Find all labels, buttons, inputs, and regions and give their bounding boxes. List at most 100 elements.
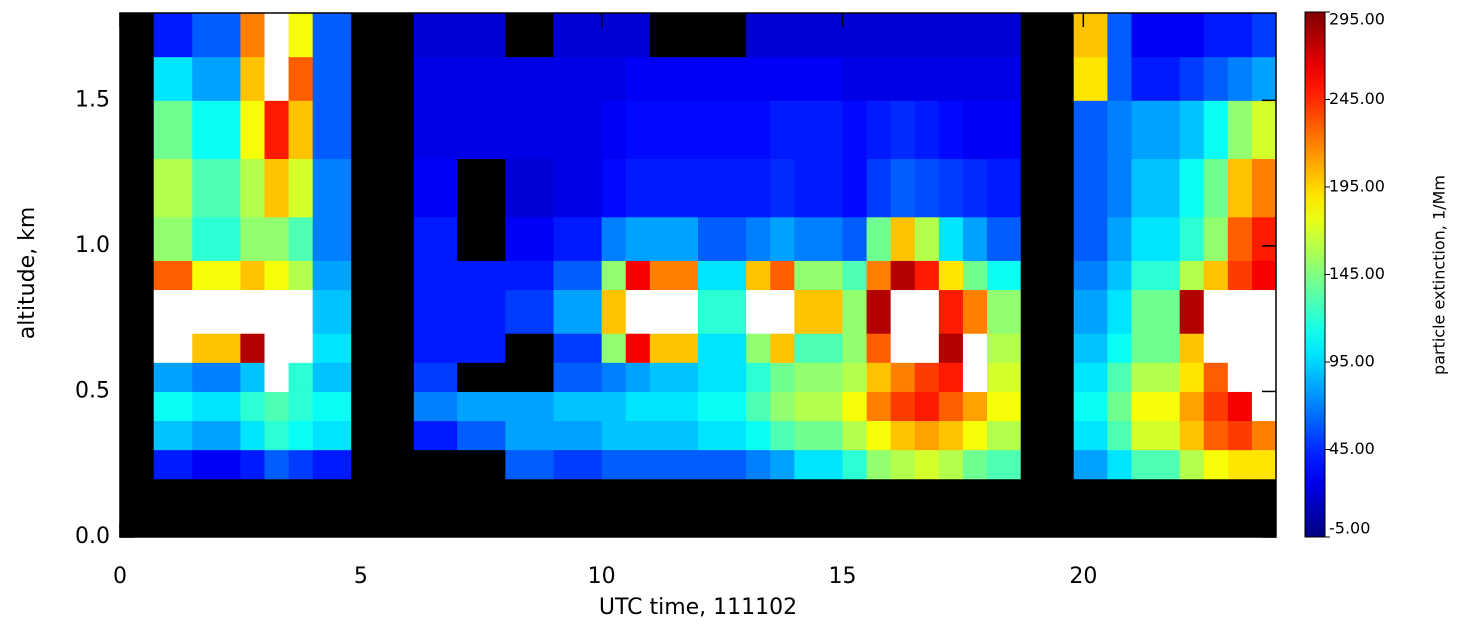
cell xyxy=(601,260,627,291)
cell xyxy=(842,289,868,334)
cell xyxy=(288,56,314,101)
cell xyxy=(1020,158,1075,218)
cell xyxy=(698,420,747,451)
cell xyxy=(914,13,940,58)
cell xyxy=(120,158,155,218)
cell xyxy=(794,478,843,538)
cell xyxy=(505,333,554,363)
cell xyxy=(505,100,554,160)
y-tick-label: 1.0 xyxy=(75,233,110,258)
cell xyxy=(914,478,940,538)
cell xyxy=(351,100,415,160)
cell xyxy=(746,56,771,101)
cell xyxy=(1020,56,1075,101)
cell xyxy=(264,420,290,451)
cell xyxy=(601,449,627,480)
y-tick-label: 1.5 xyxy=(75,87,110,112)
cell xyxy=(312,216,352,261)
cell xyxy=(457,333,506,363)
cell xyxy=(153,362,193,392)
cell xyxy=(505,420,554,451)
cell xyxy=(746,420,771,451)
cell xyxy=(351,13,415,58)
cell xyxy=(1020,391,1075,422)
cell xyxy=(240,289,265,334)
cell xyxy=(457,260,506,291)
cell xyxy=(770,100,795,160)
cell xyxy=(1107,391,1132,422)
cell xyxy=(1227,420,1253,451)
cell xyxy=(240,216,265,261)
cell xyxy=(1073,478,1108,538)
cell xyxy=(153,13,193,58)
cell xyxy=(938,216,964,261)
cell xyxy=(192,362,241,392)
colorbar-tick-label: 295.00 xyxy=(1329,10,1385,29)
cell xyxy=(1073,13,1108,58)
cell xyxy=(120,449,155,480)
cell xyxy=(842,478,868,538)
cell xyxy=(1179,333,1205,363)
cell xyxy=(457,289,506,334)
cell xyxy=(794,391,843,422)
cell xyxy=(649,333,699,363)
cell xyxy=(120,420,155,451)
cell xyxy=(120,216,155,261)
cell xyxy=(351,289,415,334)
cell xyxy=(1179,100,1205,160)
cell xyxy=(842,158,868,218)
cell xyxy=(505,260,554,291)
cell xyxy=(192,420,241,451)
cell xyxy=(351,478,415,538)
cell xyxy=(962,13,988,58)
cell xyxy=(649,13,699,58)
cell xyxy=(698,391,747,422)
cell xyxy=(987,420,1022,451)
cell xyxy=(1107,449,1132,480)
cell xyxy=(1131,478,1181,538)
x-tick-label: 0 xyxy=(113,564,127,589)
cell xyxy=(842,13,868,58)
cell xyxy=(1203,100,1229,160)
cell xyxy=(1107,216,1132,261)
colorbar xyxy=(1304,11,1326,538)
cell xyxy=(1227,56,1253,101)
cell xyxy=(192,100,241,160)
cell xyxy=(553,216,603,261)
cell xyxy=(505,13,554,58)
cell xyxy=(457,449,506,480)
cell xyxy=(890,362,916,392)
cell xyxy=(1179,289,1205,334)
cell xyxy=(264,56,290,101)
cell xyxy=(240,449,265,480)
cell xyxy=(288,391,314,422)
cell xyxy=(649,449,699,480)
cell xyxy=(625,260,651,291)
cell xyxy=(1107,158,1132,218)
cell xyxy=(1203,391,1229,422)
cell xyxy=(1203,13,1229,58)
cell xyxy=(1107,362,1132,392)
cell xyxy=(413,56,458,101)
cell xyxy=(962,100,988,160)
cell xyxy=(890,420,916,451)
cell xyxy=(1131,13,1181,58)
cell xyxy=(770,333,795,363)
cell xyxy=(1107,289,1132,334)
cell xyxy=(1020,420,1075,451)
cell xyxy=(698,100,747,160)
cell xyxy=(1251,478,1277,538)
cell xyxy=(1227,13,1253,58)
cell xyxy=(842,100,868,160)
cell xyxy=(288,362,314,392)
cell xyxy=(312,289,352,334)
cell xyxy=(962,56,988,101)
cell xyxy=(153,158,193,218)
cell xyxy=(625,56,651,101)
cell xyxy=(1020,449,1075,480)
cell xyxy=(962,391,988,422)
cell xyxy=(505,478,554,538)
cell xyxy=(794,100,843,160)
cell xyxy=(1073,289,1108,334)
cell xyxy=(794,289,843,334)
